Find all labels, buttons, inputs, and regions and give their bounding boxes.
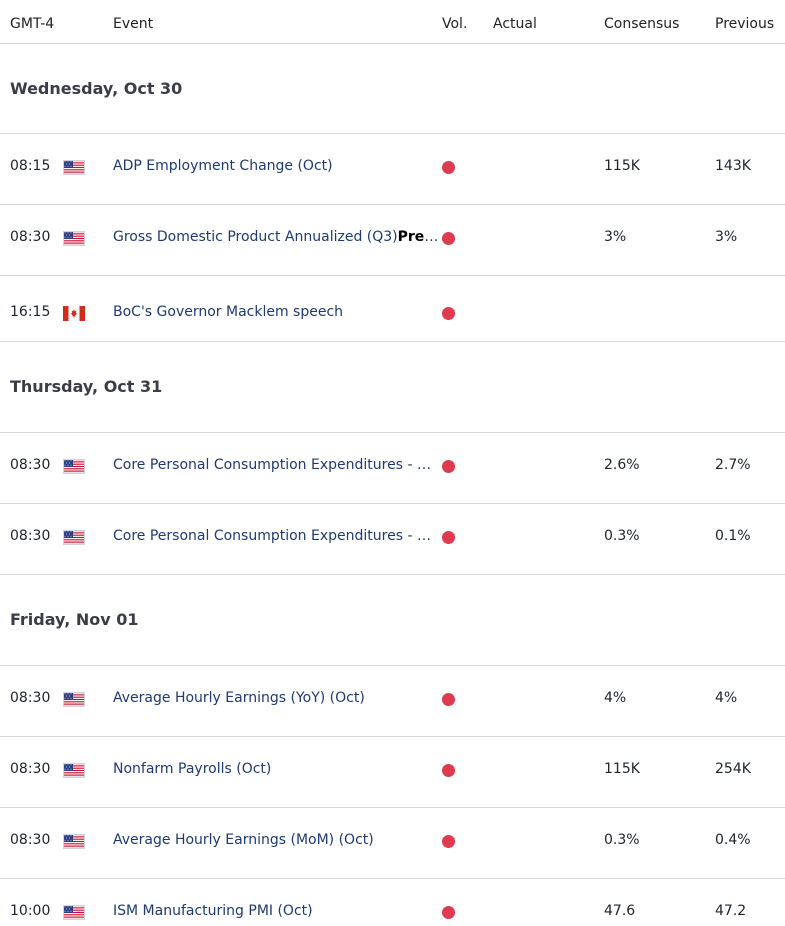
high-volatility-icon — [442, 835, 455, 848]
day-header-row: Wednesday, Oct 30 — [0, 44, 785, 134]
timezone-header[interactable]: GMT-4 — [10, 16, 55, 32]
event-row[interactable]: 08:30 Nonfarm Payrolls (Oct) 115K 254K — [0, 737, 785, 808]
event-name[interactable]: Gross Domestic Product Annualized (Q3)Pr… — [113, 229, 439, 245]
us-flag-icon — [63, 160, 85, 175]
day-label: Friday, Nov 01 — [10, 610, 139, 629]
previous-value: 47.2 — [715, 903, 747, 919]
event-name[interactable]: Nonfarm Payrolls (Oct) — [113, 761, 272, 777]
consensus-value: 0.3% — [604, 528, 640, 544]
previous-value: 254K — [715, 761, 751, 777]
previous-value: 4% — [715, 690, 738, 706]
event-name[interactable]: Average Hourly Earnings (YoY) (Oct) — [113, 690, 365, 706]
consensus-value: 0.3% — [604, 832, 640, 848]
event-name[interactable]: ISM Manufacturing PMI (Oct) — [113, 903, 313, 919]
us-flag-icon — [63, 459, 85, 474]
event-time: 08:30 — [10, 457, 51, 473]
day-label: Thursday, Oct 31 — [10, 377, 163, 396]
previous-value: 2.7% — [715, 457, 751, 473]
high-volatility-icon — [442, 232, 455, 245]
day-header-row: Friday, Nov 01 — [0, 575, 785, 666]
previous-value: 143K — [715, 158, 751, 174]
high-volatility-icon — [442, 764, 455, 777]
event-name[interactable]: Core Personal Consumption Expenditures -… — [113, 457, 439, 473]
event-time: 10:00 — [10, 903, 51, 919]
ca-flag-icon — [63, 306, 85, 321]
us-flag-icon — [63, 763, 85, 778]
event-row[interactable]: 10:00 ISM Manufacturing PMI (Oct) 47.6 4… — [0, 879, 785, 926]
event-time: 08:15 — [10, 158, 51, 174]
us-flag-icon — [63, 692, 85, 707]
high-volatility-icon — [442, 531, 455, 544]
event-name[interactable]: ADP Employment Change (Oct) — [113, 158, 333, 174]
consensus-value: 4% — [604, 690, 627, 706]
event-time: 08:30 — [10, 690, 51, 706]
event-time: 08:30 — [10, 832, 51, 848]
table-header: GMT-4 Event Vol. Actual Consensus Previo… — [0, 0, 785, 44]
consensus-value: 115K — [604, 158, 640, 174]
us-flag-icon — [63, 530, 85, 545]
high-volatility-icon — [442, 906, 455, 919]
consensus-value: 2.6% — [604, 457, 640, 473]
event-row[interactable]: 08:15 ADP Employment Change (Oct) 115K 1… — [0, 134, 785, 205]
consensus-value: 47.6 — [604, 903, 636, 919]
consensus-value: 3% — [604, 229, 627, 245]
consensus-value: 115K — [604, 761, 640, 777]
event-name[interactable]: Core Personal Consumption Expenditures -… — [113, 528, 439, 544]
us-flag-icon — [63, 905, 85, 920]
consensus-header: Consensus — [604, 16, 680, 32]
event-time: 08:30 — [10, 528, 51, 544]
previous-value: 0.1% — [715, 528, 751, 544]
event-row[interactable]: 16:15 BoC's Governor Macklem speech — [0, 276, 785, 342]
us-flag-icon — [63, 231, 85, 246]
event-header: Event — [113, 16, 154, 32]
event-row[interactable]: 08:30 Core Personal Consumption Expendit… — [0, 433, 785, 504]
high-volatility-icon — [442, 161, 455, 174]
event-time: 16:15 — [10, 304, 51, 320]
day-label: Wednesday, Oct 30 — [10, 79, 183, 98]
event-row[interactable]: 08:30 Gross Domestic Product Annualized … — [0, 205, 785, 276]
previous-value: 3% — [715, 229, 738, 245]
high-volatility-icon — [442, 460, 455, 473]
event-row[interactable]: 08:30 Core Personal Consumption Expendit… — [0, 504, 785, 575]
event-row[interactable]: 08:30 Average Hourly Earnings (MoM) (Oct… — [0, 808, 785, 879]
day-header-row: Thursday, Oct 31 — [0, 342, 785, 433]
event-name[interactable]: BoC's Governor Macklem speech — [113, 304, 344, 320]
actual-header: Actual — [493, 16, 537, 32]
event-name[interactable]: Average Hourly Earnings (MoM) (Oct) — [113, 832, 374, 848]
us-flag-icon — [63, 834, 85, 849]
event-name-suffix: Preli… — [397, 229, 439, 245]
volatility-header: Vol. — [442, 16, 468, 32]
previous-value: 0.4% — [715, 832, 751, 848]
high-volatility-icon — [442, 693, 455, 706]
event-row[interactable]: 08:30 Average Hourly Earnings (YoY) (Oct… — [0, 666, 785, 737]
previous-header: Previous — [715, 16, 775, 32]
event-time: 08:30 — [10, 229, 51, 245]
event-time: 08:30 — [10, 761, 51, 777]
high-volatility-icon — [442, 307, 455, 320]
